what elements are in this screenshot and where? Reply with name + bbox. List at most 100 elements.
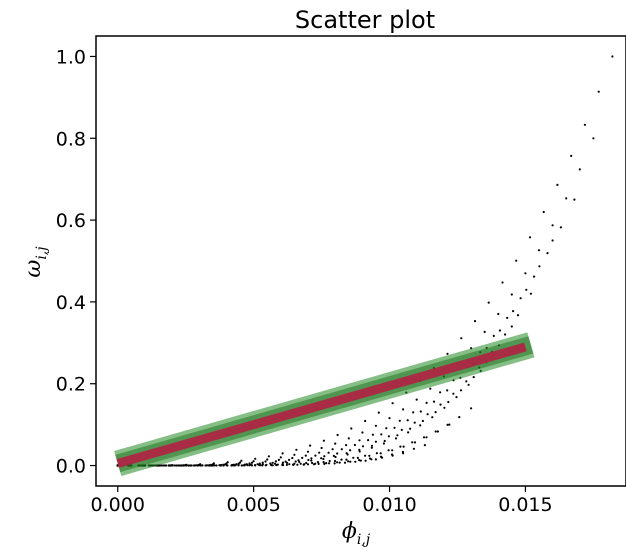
data-point	[301, 456, 304, 459]
y-axis-label: ωi,j	[21, 246, 50, 278]
data-point	[434, 411, 437, 414]
point-curve	[116, 137, 595, 467]
data-point	[570, 154, 573, 157]
data-point	[498, 329, 501, 332]
fit-line	[116, 342, 527, 468]
data-point	[400, 428, 403, 431]
data-point	[383, 439, 386, 443]
data-point	[275, 464, 278, 467]
data-point	[271, 461, 274, 464]
data-point	[524, 272, 527, 275]
data-point	[291, 456, 294, 460]
data-point	[322, 457, 325, 461]
data-point	[346, 453, 349, 456]
data-point	[452, 392, 455, 395]
data-point	[516, 314, 520, 317]
data-point	[380, 433, 383, 436]
data-point	[304, 454, 307, 457]
data-point	[370, 458, 373, 461]
data-point	[546, 252, 549, 255]
data-point	[375, 452, 378, 455]
data-point	[349, 449, 352, 452]
data-point	[578, 168, 581, 171]
data-point	[358, 439, 361, 442]
data-point	[504, 333, 507, 336]
data-point	[293, 453, 296, 456]
y-tick-label: 0.6	[56, 210, 86, 232]
data-point	[316, 461, 320, 464]
data-point	[412, 447, 415, 450]
data-point	[597, 90, 600, 93]
data-point	[182, 464, 185, 467]
data-point	[361, 445, 365, 448]
data-point	[538, 265, 541, 268]
data-point	[178, 464, 181, 467]
data-point	[510, 293, 513, 296]
data-point	[443, 406, 446, 409]
data-point	[190, 464, 193, 467]
data-point	[274, 460, 277, 463]
data-point	[320, 446, 323, 450]
x-axis-label-subscript: i,j	[357, 532, 371, 548]
data-point	[250, 461, 254, 464]
y-tick-label: 1.0	[56, 46, 86, 68]
data-point	[419, 410, 422, 413]
x-tick-label: 0.010	[362, 494, 416, 516]
data-point	[295, 448, 298, 451]
y-axis-label-subscript: i,j	[34, 246, 50, 260]
data-point	[483, 330, 486, 333]
data-point	[331, 448, 334, 451]
data-point	[537, 249, 541, 252]
data-point	[312, 463, 316, 466]
data-point	[413, 441, 417, 444]
data-point	[358, 450, 361, 453]
axes-frame	[95, 35, 626, 487]
plot-area	[114, 55, 614, 476]
data-point	[470, 407, 473, 410]
data-point	[559, 226, 563, 229]
data-point	[332, 454, 335, 457]
data-point	[261, 461, 264, 464]
data-point	[259, 464, 262, 467]
data-point	[350, 427, 353, 430]
data-point	[288, 463, 291, 466]
data-point	[399, 445, 402, 448]
data-point	[551, 224, 554, 227]
data-point	[296, 463, 299, 466]
data-point	[385, 427, 388, 430]
data-point	[333, 462, 336, 465]
data-point	[307, 458, 310, 462]
data-point	[226, 464, 229, 467]
data-point	[426, 413, 429, 416]
data-point	[264, 460, 267, 463]
data-point	[340, 448, 343, 451]
data-point	[250, 464, 254, 467]
data-point	[353, 443, 356, 447]
data-point	[336, 461, 339, 464]
x-tick-label: 0.015	[498, 494, 552, 516]
data-point	[492, 334, 495, 337]
data-point	[447, 400, 450, 404]
data-point	[429, 387, 432, 390]
data-point	[501, 281, 504, 284]
data-point	[193, 464, 196, 467]
data-point	[423, 444, 426, 447]
data-point	[361, 431, 364, 434]
data-point	[380, 456, 384, 459]
data-point	[318, 451, 321, 454]
data-point	[292, 463, 295, 466]
data-point	[328, 459, 331, 463]
data-point	[311, 461, 314, 465]
data-point	[387, 449, 390, 452]
data-point	[327, 451, 330, 454]
data-point	[565, 197, 568, 200]
data-point	[364, 419, 367, 423]
data-point	[407, 431, 410, 434]
data-point	[573, 198, 576, 201]
data-point	[333, 459, 337, 463]
data-point	[419, 424, 422, 427]
data-point	[288, 458, 291, 461]
data-point	[209, 464, 212, 467]
data-point	[325, 462, 328, 465]
